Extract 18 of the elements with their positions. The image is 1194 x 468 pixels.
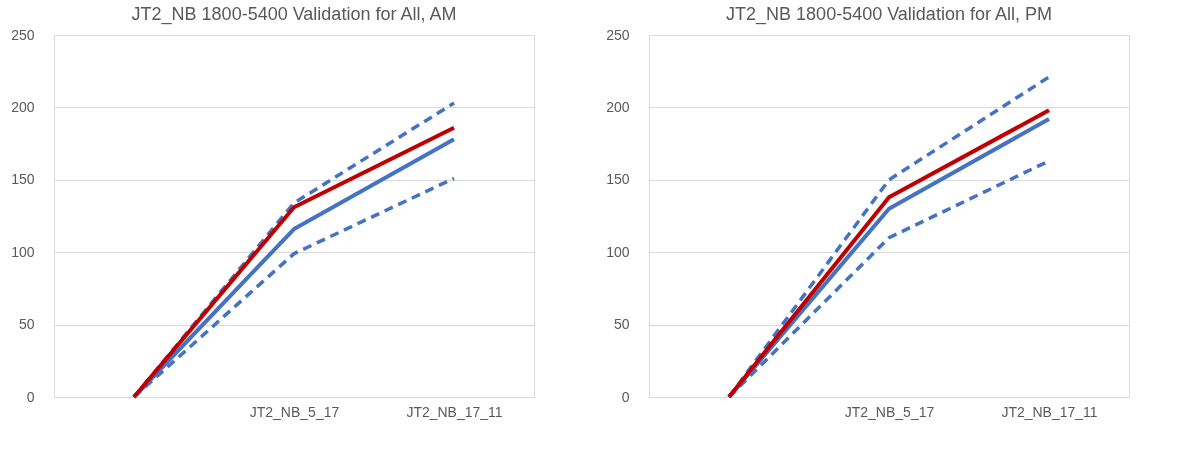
y-tick-label: 0 <box>26 388 35 405</box>
y-tick-label: 100 <box>11 243 35 260</box>
x-tick-label: JT2_NB_17_11 <box>406 403 503 420</box>
y-tick-label: 150 <box>11 171 35 188</box>
y-tick-label: 150 <box>606 171 630 188</box>
y-tick-label: 200 <box>606 98 630 115</box>
y-tick-label: 250 <box>11 26 35 43</box>
y-tick-label: 50 <box>613 316 630 333</box>
y-tick-label: 50 <box>18 316 35 333</box>
y-tick-label: 100 <box>606 243 630 260</box>
y-tick-label: 0 <box>621 388 630 405</box>
x-tick-label: JT2_NB_17_11 <box>1001 403 1098 420</box>
y-tick-label: 250 <box>606 26 630 43</box>
x-tick-label: JT2_NB_5_17 <box>844 403 935 420</box>
x-tick-label: JT2_NB_5_17 <box>249 403 340 420</box>
y-tick-label: 200 <box>11 98 35 115</box>
chart-title: JT2_NB 1800-5400 Validation for All, PM <box>726 4 1052 25</box>
chart-title: JT2_NB 1800-5400 Validation for All, AM <box>131 4 457 25</box>
